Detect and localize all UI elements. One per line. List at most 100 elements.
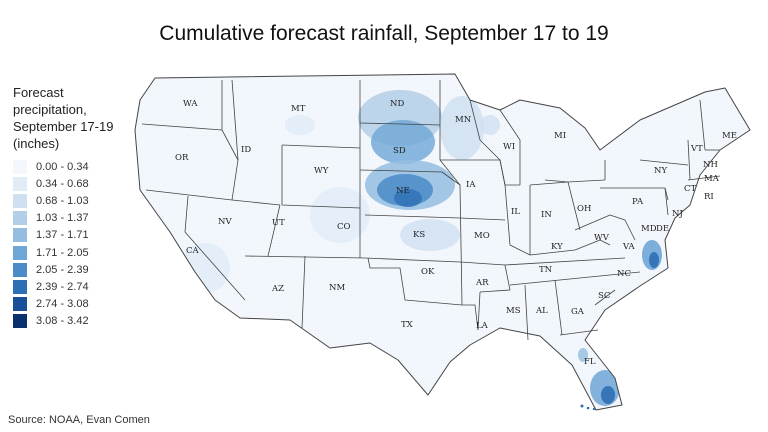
legend-title-line: precipitation, xyxy=(13,102,87,117)
legend-swatch xyxy=(13,159,27,174)
legend-swatch xyxy=(13,279,27,294)
state-label-nm: NM xyxy=(329,283,345,293)
legend-swatch xyxy=(13,228,27,243)
legend-swatch xyxy=(13,297,27,312)
island-dot xyxy=(586,406,590,410)
florida-keys xyxy=(580,404,596,411)
legend-range-label: 2.74 - 3.08 xyxy=(36,298,89,311)
legend-item: 2.39 - 2.74 xyxy=(13,278,133,295)
state-label-ne: NE xyxy=(396,186,410,196)
state-label-ma: MA xyxy=(704,174,720,184)
state-label-nv: NV xyxy=(218,217,232,227)
state-label-mi: MI xyxy=(554,131,566,141)
state-label-sc: SC xyxy=(598,291,610,301)
legend-swatch xyxy=(13,314,27,329)
state-label-mt: MT xyxy=(291,104,306,114)
state-label-ct: CT xyxy=(684,184,697,194)
state-label-mo: MO xyxy=(474,231,490,241)
legend-item: 3.08 - 3.42 xyxy=(13,313,133,330)
state-label-fl: FL xyxy=(584,357,596,367)
state-label-de: DE xyxy=(656,224,669,234)
state-label-nc: NC xyxy=(617,269,631,279)
state-label-in: IN xyxy=(541,210,552,220)
state-label-al: AL xyxy=(535,306,548,316)
rain-area xyxy=(649,252,659,268)
legend-range-label: 1.03 - 1.37 xyxy=(36,212,89,225)
legend-range-label: 0.34 - 0.68 xyxy=(36,177,89,190)
state-label-me: ME xyxy=(722,131,737,141)
state-label-tn: TN xyxy=(539,265,553,275)
legend-items: 0.00 - 0.34 0.34 - 0.68 0.68 - 1.03 1.03 - … xyxy=(13,158,133,330)
island-dot xyxy=(580,404,584,408)
state-label-az: AZ xyxy=(271,284,284,294)
rain-area xyxy=(310,187,370,243)
legend-range-label: 3.08 - 3.42 xyxy=(36,315,89,328)
legend-item: 1.71 - 2.05 xyxy=(13,244,133,261)
state-label-ia: IA xyxy=(466,180,476,190)
state-label-tx: TX xyxy=(401,320,414,330)
state-label-wa: WA xyxy=(183,99,198,109)
legend-item: 1.37 - 1.71 xyxy=(13,227,133,244)
state-labels: WA OR CA ID NV MT WY UT AZ CO NM ND SD N… xyxy=(175,99,737,367)
legend-range-label: 1.37 - 1.71 xyxy=(36,229,89,242)
legend-item: 0.68 - 1.03 xyxy=(13,192,133,209)
rain-area xyxy=(394,189,422,207)
legend-title-line: September 17-19 xyxy=(13,119,114,134)
legend-range-label: 0.00 - 0.34 xyxy=(36,160,89,173)
precipitation-layer xyxy=(180,90,662,406)
legend-range-label: 2.05 - 2.39 xyxy=(36,263,89,276)
chart-title: Cumulative forecast rainfall, September … xyxy=(159,22,609,45)
legend-title: Forecast precipitation, September 17-19 … xyxy=(13,84,133,152)
rain-area xyxy=(578,348,588,362)
legend-item: 0.00 - 0.34 xyxy=(13,158,133,175)
state-label-va: VA xyxy=(622,242,636,252)
state-label-ga: GA xyxy=(571,307,585,317)
state-label-co: CO xyxy=(337,222,351,232)
state-label-mn: MN xyxy=(455,115,472,125)
legend-swatch xyxy=(13,262,27,277)
state-borders xyxy=(134,73,751,411)
legend-swatch xyxy=(13,211,27,226)
legend-item: 2.05 - 2.39 xyxy=(13,261,133,278)
legend-item: 1.03 - 1.37 xyxy=(13,210,133,227)
legend-title-line: Forecast xyxy=(13,85,64,100)
state-label-nh: NH xyxy=(703,160,718,170)
legend-item: 2.74 - 3.08 xyxy=(13,296,133,313)
state-label-ut: UT xyxy=(272,218,285,228)
state-label-ca: CA xyxy=(186,246,200,256)
legend-swatch xyxy=(13,176,27,191)
state-label-vt: VT xyxy=(690,144,703,154)
state-label-wy: WY xyxy=(314,166,329,176)
state-label-wv: WV xyxy=(594,233,610,243)
legend-range-label: 1.71 - 2.05 xyxy=(36,246,89,259)
rain-area xyxy=(480,115,500,135)
state-label-ms: MS xyxy=(506,306,521,316)
legend-range-label: 2.39 - 2.74 xyxy=(36,280,89,293)
legend-swatch xyxy=(13,245,27,260)
state-label-ar: AR xyxy=(475,278,489,288)
state-label-ny: NY xyxy=(654,166,667,176)
state-label-ok: OK xyxy=(421,267,435,277)
rain-area xyxy=(371,120,435,164)
state-label-id: ID xyxy=(241,145,251,155)
legend-title-line: (inches) xyxy=(13,136,60,151)
legend-item: 0.34 - 0.68 xyxy=(13,175,133,192)
state-label-wi: WI xyxy=(503,142,515,152)
state-label-nd: ND xyxy=(390,99,404,109)
state-label-sd: SD xyxy=(393,146,406,156)
rain-area xyxy=(400,219,460,251)
state-label-nj: NJ xyxy=(672,209,683,219)
source-note: Source: NOAA, Evan Comen xyxy=(8,414,150,426)
state-label-or: OR xyxy=(175,153,189,163)
state-label-ks: KS xyxy=(413,230,425,240)
state-label-ri: RI xyxy=(704,192,714,202)
rain-area xyxy=(285,115,315,135)
rain-area xyxy=(601,386,615,404)
legend: Forecast precipitation, September 17-19 … xyxy=(13,84,133,330)
legend-swatch xyxy=(13,193,27,208)
state-label-md: MD xyxy=(641,224,657,234)
state-label-ky: KY xyxy=(551,242,563,252)
state-label-pa: PA xyxy=(632,197,644,207)
state-label-il: IL xyxy=(511,207,520,217)
